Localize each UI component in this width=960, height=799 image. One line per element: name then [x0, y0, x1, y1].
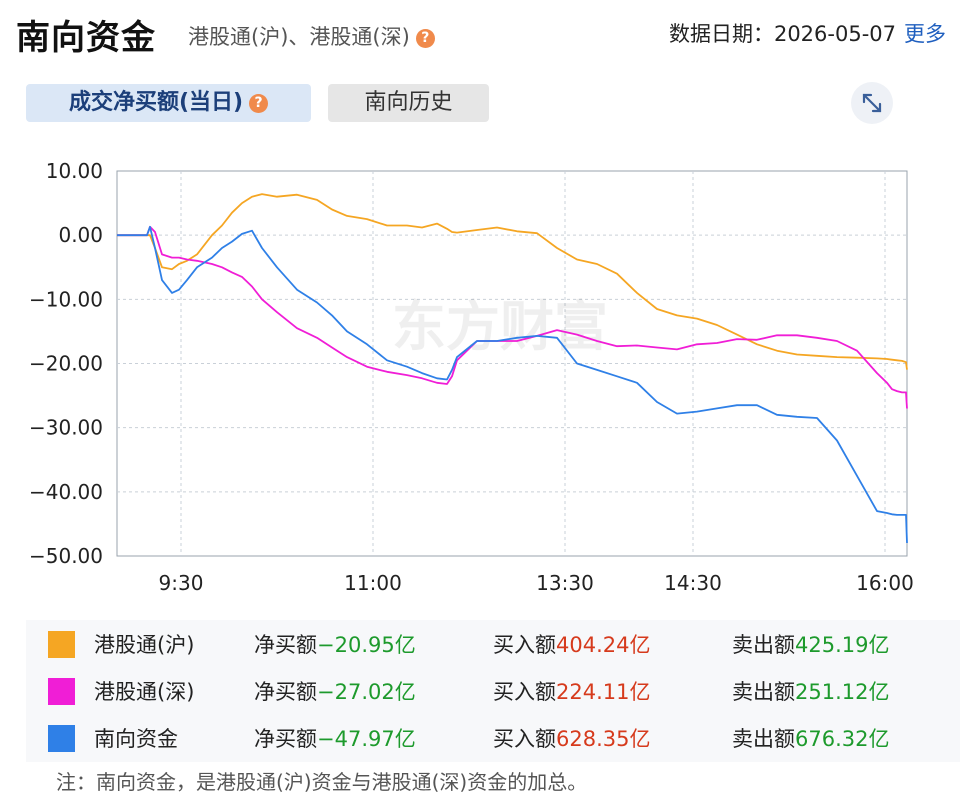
x-tick-label: 16:00	[856, 571, 914, 595]
x-tick-label: 11:00	[344, 571, 402, 595]
sell-amount: 卖出额425.19亿	[732, 629, 889, 659]
net-buy: 净买额−47.97亿	[254, 723, 416, 753]
tab-help-icon[interactable]: ?	[249, 93, 269, 113]
x-tick-label: 9:30	[159, 571, 204, 595]
x-tick-label: 14:30	[664, 571, 722, 595]
y-axis: 10.00 0.00 −10.00 −20.00 −30.00 −40.00 −50.00	[29, 159, 103, 568]
buy-label: 买入额	[493, 727, 556, 751]
plot-frame	[116, 170, 908, 557]
help-icon[interactable]: ?	[415, 28, 435, 48]
legend-color-swatch	[48, 631, 75, 658]
net-buy-label: 净买额	[254, 680, 317, 704]
line-chart: 东方财富 10.00 0.00 −10.00 −20.00 −30.00 −40.00 −5…	[29, 159, 914, 595]
net-buy-label: 净买额	[254, 727, 317, 751]
legend-name: 港股通(沪)	[94, 633, 195, 657]
y-tick-label: −40.00	[29, 480, 103, 504]
watermark: 东方财富	[392, 295, 608, 358]
sell-label: 卖出额	[732, 680, 795, 704]
sell-value: 676.32亿	[795, 727, 890, 751]
expand-button[interactable]	[851, 82, 893, 124]
subtitle-text: 港股通(沪)、港股通(深)	[188, 25, 410, 49]
sell-value: 425.19亿	[795, 633, 890, 657]
y-tick-label: −20.00	[29, 352, 103, 376]
sell-value: 251.12亿	[795, 680, 890, 704]
footnote: 注：南向资金，是港股通(沪)资金与港股通(深)资金的加总。	[56, 770, 588, 794]
header: 南向资金 港股通(沪)、港股通(深)? 数据日期：2026-05-07 更多	[0, 0, 960, 64]
y-tick-label: −50.00	[29, 544, 103, 568]
buy-amount: 买入额404.24亿	[493, 629, 650, 659]
series-line-2	[117, 225, 908, 409]
legend-row: 港股通(沪) 净买额−20.95亿 买入额404.24亿 卖出额425.19亿	[26, 620, 960, 667]
sell-label: 卖出额	[732, 727, 795, 751]
date-value: 2026-05-07	[773, 22, 896, 46]
series	[117, 193, 908, 544]
series-line-1	[117, 193, 908, 370]
series-line-3	[117, 225, 908, 544]
y-tick-label: −30.00	[29, 416, 103, 440]
tab-net-buy-today[interactable]: 成交净买额(当日)?	[26, 84, 311, 122]
legend-row: 南向资金 净买额−47.97亿 买入额628.35亿 卖出额676.32亿	[26, 714, 960, 761]
sell-amount: 卖出额251.12亿	[732, 676, 889, 706]
date-label: 数据日期：	[668, 22, 774, 46]
buy-value: 224.11亿	[556, 680, 651, 704]
buy-label: 买入额	[493, 680, 556, 704]
x-tick-label: 13:30	[536, 571, 594, 595]
net-buy: 净买额−27.02亿	[254, 676, 416, 706]
page-title: 南向资金	[16, 18, 156, 58]
legend-row: 港股通(深) 净买额−27.02亿 买入额224.11亿 卖出额251.12亿	[26, 667, 960, 714]
net-buy: 净买额−20.95亿	[254, 629, 416, 659]
buy-amount: 买入额224.11亿	[493, 676, 650, 706]
sell-amount: 卖出额676.32亿	[732, 723, 889, 753]
buy-value: 628.35亿	[556, 727, 651, 751]
y-tick-label: 10.00	[46, 159, 103, 183]
chart-area: 东方财富 10.00 0.00 −10.00 −20.00 −30.00 −40.00 −5…	[0, 140, 960, 610]
net-buy-value: −47.97亿	[317, 727, 416, 751]
buy-amount: 买入额628.35亿	[493, 723, 650, 753]
y-tick-label: −10.00	[29, 287, 103, 311]
sell-label: 卖出额	[732, 633, 795, 657]
net-buy-value: −20.95亿	[317, 633, 416, 657]
tab-net-buy-today-label: 成交净买额(当日)	[68, 90, 244, 115]
net-buy-value: −27.02亿	[317, 680, 416, 704]
buy-label: 买入额	[493, 633, 556, 657]
y-tick-label: 0.00	[58, 223, 103, 247]
legend-name: 港股通(深)	[94, 680, 195, 704]
date-area: 数据日期：2026-05-07 更多	[669, 18, 946, 48]
grid	[117, 171, 907, 556]
more-link[interactable]: 更多	[904, 22, 946, 46]
x-axis: 9:30 11:00 13:30 14:30 16:00	[159, 571, 914, 595]
tab-southbound-history[interactable]: 南向历史	[328, 84, 489, 122]
legend-color-swatch	[48, 725, 75, 752]
legend-table: 港股通(沪) 净买额−20.95亿 买入额404.24亿 卖出额425.19亿 …	[26, 620, 960, 762]
expand-arrows-icon	[862, 93, 882, 113]
net-buy-label: 净买额	[254, 633, 317, 657]
legend-color-swatch	[48, 678, 75, 705]
legend-name: 南向资金	[94, 727, 178, 751]
page-subtitle: 港股通(沪)、港股通(深)?	[188, 21, 435, 51]
buy-value: 404.24亿	[556, 633, 651, 657]
